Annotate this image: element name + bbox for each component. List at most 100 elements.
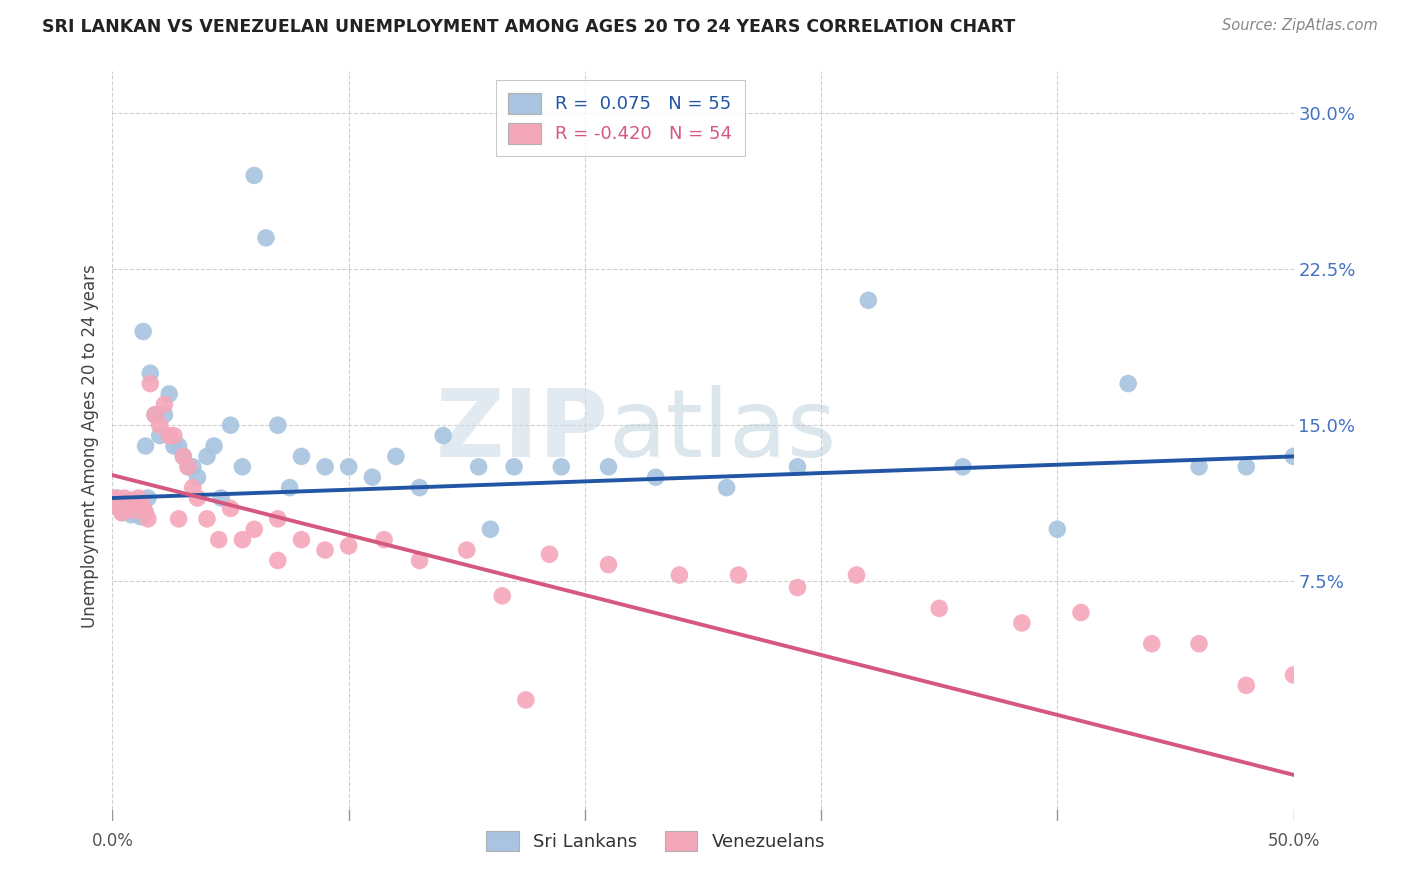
Point (727, 568, 749, 582)
Point (108, 501, 131, 516)
Point (491, 589, 513, 603)
Point (202, 439, 225, 453)
Point (1070, 606, 1092, 620)
Point (127, 506, 149, 520)
Point (132, 501, 155, 516)
Point (243, 522, 266, 536)
Point (135, 506, 157, 520)
Point (373, 533, 395, 547)
Point (163, 439, 186, 453)
Point (104, 491, 127, 505)
Point (136, 512, 159, 526)
Text: atlas: atlas (609, 385, 837, 477)
Point (858, 293, 880, 308)
Text: Source: ZipAtlas.com: Source: ZipAtlas.com (1222, 18, 1378, 33)
Point (105, 491, 128, 505)
Point (153, 408, 176, 422)
Point (385, 450, 408, 464)
Point (267, 418, 290, 433)
Point (337, 459, 360, 474)
Point (1188, 637, 1211, 651)
Point (143, 408, 166, 422)
Point (195, 512, 218, 526)
Point (122, 503, 145, 517)
Point (668, 568, 690, 582)
Point (408, 553, 430, 567)
Point (290, 450, 312, 464)
Point (136, 491, 159, 505)
Point (115, 497, 138, 511)
Point (1188, 459, 1211, 474)
Point (177, 459, 200, 474)
Point (209, 491, 232, 505)
Point (111, 506, 134, 520)
Point (127, 491, 149, 505)
Point (408, 481, 430, 495)
Point (314, 459, 336, 474)
Point (231, 459, 253, 474)
Point (432, 428, 454, 442)
Point (598, 459, 620, 474)
Point (129, 495, 152, 509)
Point (290, 533, 312, 547)
Point (111, 506, 134, 520)
Point (267, 512, 290, 526)
Point (538, 547, 561, 561)
Point (1234, 459, 1257, 474)
Point (118, 503, 141, 517)
Point (186, 470, 208, 484)
Point (108, 501, 131, 516)
Point (208, 533, 231, 547)
Point (163, 428, 186, 442)
Point (456, 543, 478, 558)
Point (120, 493, 142, 508)
Point (122, 495, 145, 509)
Text: 50.0%: 50.0% (1267, 831, 1320, 850)
Point (243, 169, 266, 183)
Point (1116, 376, 1139, 391)
Point (139, 366, 162, 380)
Point (928, 601, 950, 615)
Point (135, 439, 157, 453)
Point (952, 459, 974, 474)
Point (149, 428, 172, 442)
Text: SRI LANKAN VS VENEZUELAN UNEMPLOYMENT AMONG AGES 20 TO 24 YEARS CORRELATION CHAR: SRI LANKAN VS VENEZUELAN UNEMPLOYMENT AM… (42, 18, 1015, 36)
Point (118, 500, 141, 514)
Point (1140, 637, 1163, 651)
Point (129, 509, 152, 524)
Point (267, 553, 290, 567)
Point (337, 539, 360, 553)
Point (1011, 615, 1033, 630)
Point (314, 543, 336, 558)
Point (132, 325, 155, 339)
Point (278, 481, 301, 495)
Point (112, 491, 135, 505)
Point (1282, 668, 1305, 682)
Point (167, 439, 190, 453)
Point (716, 481, 738, 495)
Point (361, 470, 384, 484)
Point (503, 459, 526, 474)
Point (845, 568, 868, 582)
Point (219, 418, 242, 433)
Point (1234, 678, 1257, 692)
Point (231, 533, 253, 547)
Legend: Sri Lankans, Venezuelans: Sri Lankans, Venezuelans (474, 818, 838, 864)
Point (598, 558, 620, 572)
Point (467, 459, 489, 474)
Text: 0.0%: 0.0% (91, 831, 134, 850)
Point (105, 497, 128, 511)
Point (181, 481, 204, 495)
Point (195, 450, 218, 464)
Point (125, 501, 148, 516)
Point (167, 512, 190, 526)
Point (120, 508, 142, 522)
Point (550, 459, 572, 474)
Point (157, 428, 180, 442)
Point (219, 501, 242, 516)
Point (186, 491, 208, 505)
Point (515, 693, 537, 707)
Point (479, 522, 502, 536)
Point (153, 397, 176, 411)
Point (1282, 450, 1305, 464)
